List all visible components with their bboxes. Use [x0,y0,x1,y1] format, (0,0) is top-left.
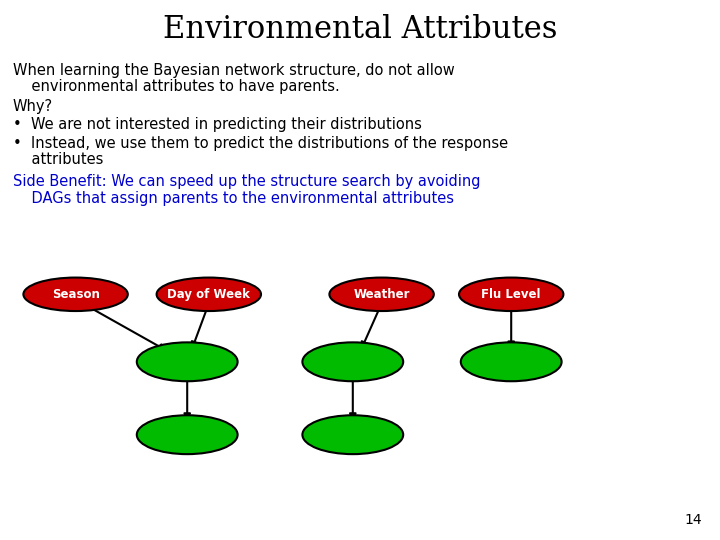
Text: When learning the Bayesian network structure, do not allow: When learning the Bayesian network struc… [13,63,455,78]
Text: Day of Week: Day of Week [167,288,251,301]
Text: 14: 14 [685,512,702,526]
Ellipse shape [461,342,562,381]
Ellipse shape [302,342,403,381]
Ellipse shape [137,415,238,454]
Text: Weather: Weather [354,288,410,301]
Text: Side Benefit: We can speed up the structure search by avoiding: Side Benefit: We can speed up the struct… [13,174,480,190]
Text: Why?: Why? [13,99,53,114]
Text: DAGs that assign parents to the environmental attributes: DAGs that assign parents to the environm… [13,191,454,206]
Ellipse shape [157,278,261,311]
Text: Flu Level: Flu Level [482,288,541,301]
Text: attributes: attributes [13,152,104,167]
Ellipse shape [330,278,433,311]
Ellipse shape [23,278,128,311]
Text: •  We are not interested in predicting their distributions: • We are not interested in predicting th… [13,117,422,132]
Ellipse shape [302,415,403,454]
Text: •  Instead, we use them to predict the distributions of the response: • Instead, we use them to predict the di… [13,136,508,151]
Ellipse shape [137,342,238,381]
Text: environmental attributes to have parents.: environmental attributes to have parents… [13,79,340,94]
Ellipse shape [459,278,563,311]
Text: Environmental Attributes: Environmental Attributes [163,14,557,45]
Text: Season: Season [52,288,99,301]
